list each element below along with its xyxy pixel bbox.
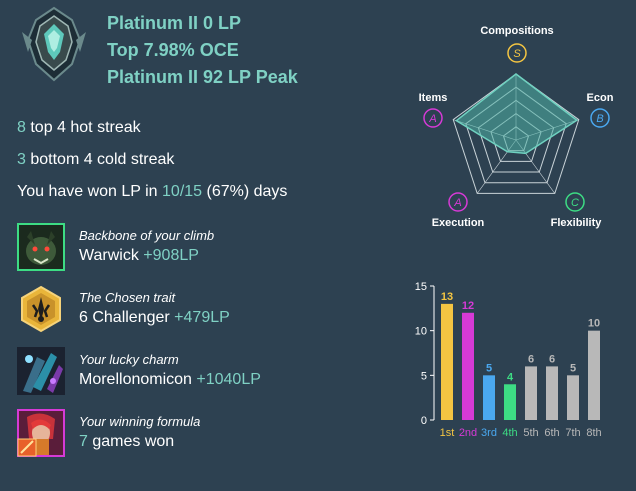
composition-portrait-icon	[17, 409, 65, 457]
y-tick-label: 15	[415, 281, 427, 293]
cold-streak-count: 3	[17, 151, 26, 168]
cold-streak-line: 3 bottom 4 cold streak	[17, 151, 174, 169]
x-tick-label: 1st	[440, 427, 455, 439]
x-tick-label: 2nd	[459, 427, 477, 439]
grade-badge	[590, 108, 610, 128]
x-tick-label: 6th	[544, 427, 559, 439]
bar-3rd	[483, 375, 495, 420]
challenger-trait-icon	[21, 285, 61, 333]
warwick-portrait-icon	[17, 223, 65, 271]
item-lp: +1040LP	[196, 371, 261, 388]
x-tick-label: 3rd	[481, 427, 497, 439]
lp-days-line: You have won LP in 10/15 (67%) days	[17, 183, 287, 201]
trait-lp: +479LP	[174, 309, 230, 326]
current-rank: Platinum II 0 LP	[107, 13, 242, 33]
card-charm-subtitle: Your lucky charm	[79, 352, 179, 367]
grade-letter: S	[513, 48, 521, 60]
grade-badge	[423, 108, 443, 128]
bar-8th	[588, 330, 600, 420]
card-formula-subtitle: Your winning formula	[79, 414, 201, 429]
champion-lp: +908LP	[143, 247, 199, 264]
x-tick-label: 4th	[502, 427, 517, 439]
bar-4th	[504, 384, 516, 420]
bar-value-label: 6	[528, 353, 534, 365]
card-charm-main: Morellonomicon +1040LP	[79, 371, 261, 389]
card-formula-main: 7 games won	[79, 433, 174, 451]
lp-days-suffix: (67%) days	[202, 183, 288, 200]
grade-letter: A	[428, 113, 436, 125]
morellonomicon-item-icon	[17, 347, 65, 395]
grade-badge	[448, 192, 468, 212]
item-name: Morellonomicon	[79, 371, 197, 388]
bar-value-label: 5	[486, 362, 492, 374]
rank-percentile: Top 7.98% OCE	[107, 40, 239, 60]
y-tick-label: 0	[421, 415, 427, 427]
y-tick-label: 5	[421, 370, 427, 382]
radar-axis-label: Flexibility	[551, 217, 603, 229]
trait-name: 6 Challenger	[79, 309, 175, 326]
hot-streak-text: top 4 hot streak	[25, 119, 141, 136]
bar-value-label: 10	[588, 318, 600, 330]
radar-axis-label: Econ	[587, 92, 614, 104]
bar-7th	[567, 375, 579, 420]
playstyle-radar-chart: S Compositions B Econ C Flexibility A Execution…	[419, 25, 614, 229]
bar-1st	[441, 303, 453, 420]
x-tick-label: 5th	[523, 427, 538, 439]
games-won-text: games won	[92, 433, 175, 450]
platinum-rank-emblem-icon	[22, 6, 86, 82]
radar-value-area	[455, 73, 579, 155]
grade-letter: A	[453, 197, 461, 209]
radar-axis-label: Compositions	[480, 25, 553, 37]
bar-6th	[546, 366, 558, 420]
radar-grid-ring	[452, 73, 580, 194]
bar-2nd	[462, 312, 474, 420]
grade-badge	[565, 192, 585, 212]
hot-streak-count: 8	[17, 119, 26, 136]
x-tick-label: 8th	[586, 427, 601, 439]
bar-5th	[525, 366, 537, 420]
placement-bar-chart: 0 5 10 15 13 1st 12 2nd 5 3rd 4 4th 6 5th 6 6th 5 7th 10 8t…	[415, 281, 602, 439]
card-backbone-subtitle: Backbone of your climb	[79, 228, 215, 243]
card-backbone-main: Warwick +908LP	[79, 247, 199, 265]
grade-letter: B	[596, 113, 603, 125]
lp-days-prefix: You have won LP in	[17, 183, 163, 200]
x-tick-label: 7th	[565, 427, 580, 439]
radar-axis-label: Execution	[432, 217, 485, 229]
lp-days-ratio: 10/15	[162, 183, 203, 200]
bar-value-label: 4	[507, 371, 514, 383]
card-trait-subtitle: The Chosen trait	[79, 290, 176, 305]
grade-badge	[507, 43, 527, 63]
bar-value-label: 6	[549, 353, 555, 365]
games-won-count: 7	[79, 433, 88, 450]
bar-value-label: 13	[441, 291, 453, 303]
hot-streak-line: 8 top 4 hot streak	[17, 119, 141, 137]
champion-name: Warwick	[79, 247, 144, 264]
peak-rank: Platinum II 92 LP Peak	[107, 67, 298, 87]
cold-streak-text: bottom 4 cold streak	[25, 151, 175, 168]
card-trait-main: 6 Challenger +479LP	[79, 309, 230, 327]
bar-value-label: 5	[570, 362, 576, 374]
y-tick-label: 10	[415, 326, 427, 338]
bar-value-label: 12	[462, 300, 474, 312]
grade-letter: C	[571, 197, 579, 209]
radar-axis-label: Items	[419, 92, 448, 104]
